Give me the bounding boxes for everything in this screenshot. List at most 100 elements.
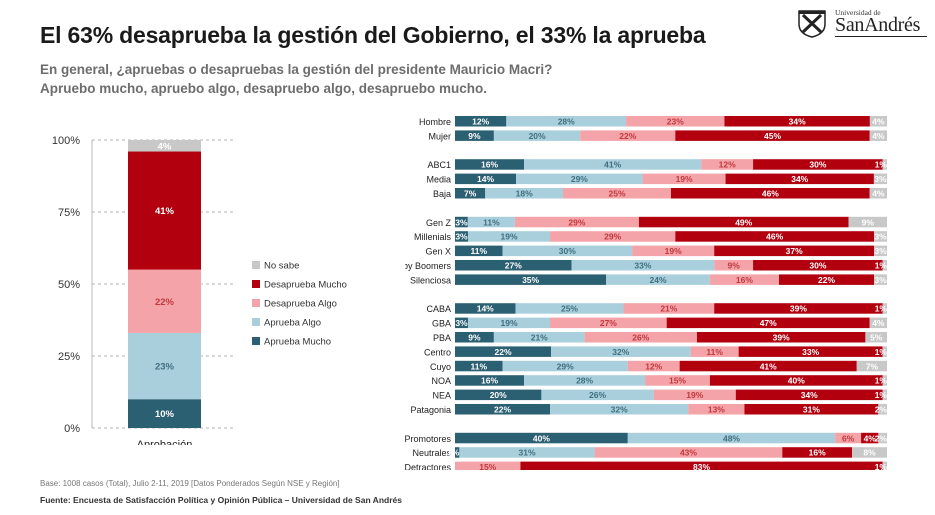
bar-segment-label: 19% [665, 246, 682, 256]
bar-segment-label: 8% [863, 448, 876, 458]
bar-segment-aprueba-algo [467, 216, 515, 228]
bar-segment-label: 31% [803, 405, 820, 415]
bar-segment-label: 32% [612, 347, 629, 357]
bar-segment-aprueba-mucho [455, 231, 468, 242]
bar-segment-no-sabe [848, 216, 887, 228]
bar-segment-label: 29% [604, 232, 621, 242]
bar-segment-desaprueba-mucho [724, 116, 870, 127]
bar-segment-desaprueba-mucho [779, 274, 875, 285]
segment-group: Gen Z 3% 11% 29% 49% 9%Millenials 3% 19% 29% 46% 3… [405, 216, 888, 285]
bar-segment-label: 24% [650, 275, 667, 285]
bar-segment-label: 30% [809, 261, 826, 271]
bar-segment-label: 33% [802, 347, 819, 357]
bar-segment-desaprueba-algo [514, 216, 639, 228]
bar-segment-desaprueba-algo [642, 173, 726, 185]
bar-segment-label: 41% [604, 160, 621, 170]
bar-segment-aprueba-algo [506, 116, 627, 127]
bar-segment-label: 3% [455, 318, 468, 328]
bar-segment-label: 7% [464, 189, 477, 199]
bar-segment-label: 29% [571, 174, 588, 184]
bar-segment-label: 3% [455, 217, 468, 227]
bar-segment-no-sabe [865, 332, 887, 343]
bar-segment-desaprueba-mucho [738, 346, 883, 357]
bar-segment-no-sabe [856, 360, 887, 372]
bar-segment-no-sabe [878, 432, 887, 444]
bar-segment-desaprueba-algo [550, 231, 676, 242]
bar-segment-desaprueba-algo [584, 332, 697, 343]
bar-no-sabe [128, 140, 201, 152]
bar-segment-label: 16% [481, 376, 498, 386]
bar-segment-no-sabe [874, 274, 887, 285]
legend-swatch-no-sabe [252, 261, 260, 269]
bar-segment-label: 25% [608, 189, 625, 199]
bar-segment-label: 9% [727, 261, 740, 271]
page-title: El 63% desaprueba la gestión del Gobiern… [40, 22, 706, 48]
row-label-patagonia: Patagonia [410, 405, 451, 415]
bar-segment-label: 1% [875, 261, 888, 271]
footer-source: Fuente: Encuesta de Satisfacción Polític… [40, 495, 402, 505]
bar-segment-aprueba-algo [524, 159, 702, 170]
bar-segment-label: 4% [872, 117, 885, 127]
bar-desaprueba-algo [128, 269, 201, 333]
bar-segment-aprueba-mucho [455, 173, 517, 185]
bar-segment-aprueba-algo [541, 389, 654, 401]
y-tick-label: 0% [64, 423, 80, 435]
bar-segment-desaprueba-mucho [725, 173, 874, 185]
bar-segment-desaprueba-mucho [675, 130, 870, 141]
bar-segment-label: 33% [634, 261, 651, 271]
footer-base-note: Base: 1008 casos (Total), Julio 2-11, 20… [40, 479, 340, 488]
page-subtitle: En general, ¿apruebas o desapruebas la g… [40, 60, 552, 98]
bar-segment-label: 13% [708, 405, 725, 415]
legend-label-aprueba-algo: Aprueba Algo [264, 318, 321, 329]
bar-segment-label: 4% [872, 189, 885, 199]
row-label-promotores: Promotores [405, 434, 451, 444]
bar-segment-desaprueba-mucho [714, 303, 883, 314]
bar-segment-label: 11% [470, 246, 487, 256]
row-label-pba: PBA [433, 333, 451, 343]
bar-segment-label: 16% [736, 275, 753, 285]
bar-segment-label: 22% [619, 131, 636, 141]
logo-rule [835, 36, 927, 37]
legend-swatch-aprueba-algo [252, 318, 260, 326]
bar-segment-desaprueba-mucho [782, 447, 853, 458]
bar-segment-aprueba-algo [627, 432, 836, 444]
bar-segment-label: 2% [875, 405, 888, 415]
y-tick-label: 50% [58, 279, 80, 291]
bar-segment-label: 22% [818, 275, 835, 285]
bar-segment-aprueba-mucho [455, 303, 516, 314]
legend-label-no-sabe: No sabe [264, 261, 299, 272]
bar-segment-label: 7% [866, 361, 879, 371]
row-label-baby-boomers: Baby Boomers [405, 261, 451, 271]
subtitle-question: En general, ¿apruebas o desapruebas la g… [40, 62, 553, 77]
row-label-caba: CABA [426, 304, 451, 314]
bar-segment-desaprueba-mucho [638, 216, 849, 228]
logo-small-text: Universidad de [835, 8, 881, 17]
subtitle-options: Apruebo mucho, apruebo algo, desapruebo … [40, 81, 488, 96]
bar-segment-label: 3% [874, 275, 887, 285]
legend-swatch-aprueba-mucho [252, 337, 260, 345]
bar-segment-aprueba-algo [493, 130, 581, 141]
bar-segment-desaprueba-algo [709, 274, 779, 285]
bar-segment-label: 6% [842, 433, 855, 443]
legend-label-aprueba-mucho: Aprueba Mucho [264, 337, 331, 348]
bar-segment-aprueba-algo [502, 360, 628, 372]
logo-name-text: SanAndrés [835, 14, 921, 36]
bar-segment-label: 40% [533, 433, 550, 443]
bar-segment-desaprueba-algo [688, 404, 745, 415]
bar-segment-label: 34% [789, 117, 806, 127]
bar-segment-label: 46% [766, 232, 783, 242]
bar-segment-label: 23% [667, 117, 684, 127]
row-label-mujer: Mujer [428, 131, 451, 141]
bar-segment-no-sabe [882, 375, 887, 386]
row-label-silenciosa: Silenciosa [410, 275, 451, 285]
bar-segment-label: 1% [875, 304, 888, 314]
bar-segment-label: 25% [561, 304, 578, 314]
bar-segment-aprueba-algo [502, 245, 633, 257]
bar-segment-desaprueba-mucho [753, 260, 883, 271]
bar-value-label: 10% [155, 409, 175, 420]
bar-segment-aprueba-mucho [455, 274, 607, 285]
bar-segment-desaprueba-mucho [709, 375, 883, 386]
bar-segment-desaprueba-mucho [696, 332, 866, 343]
bar-segment-label: 9% [468, 131, 481, 141]
bar-segment-no-sabe [869, 130, 887, 141]
